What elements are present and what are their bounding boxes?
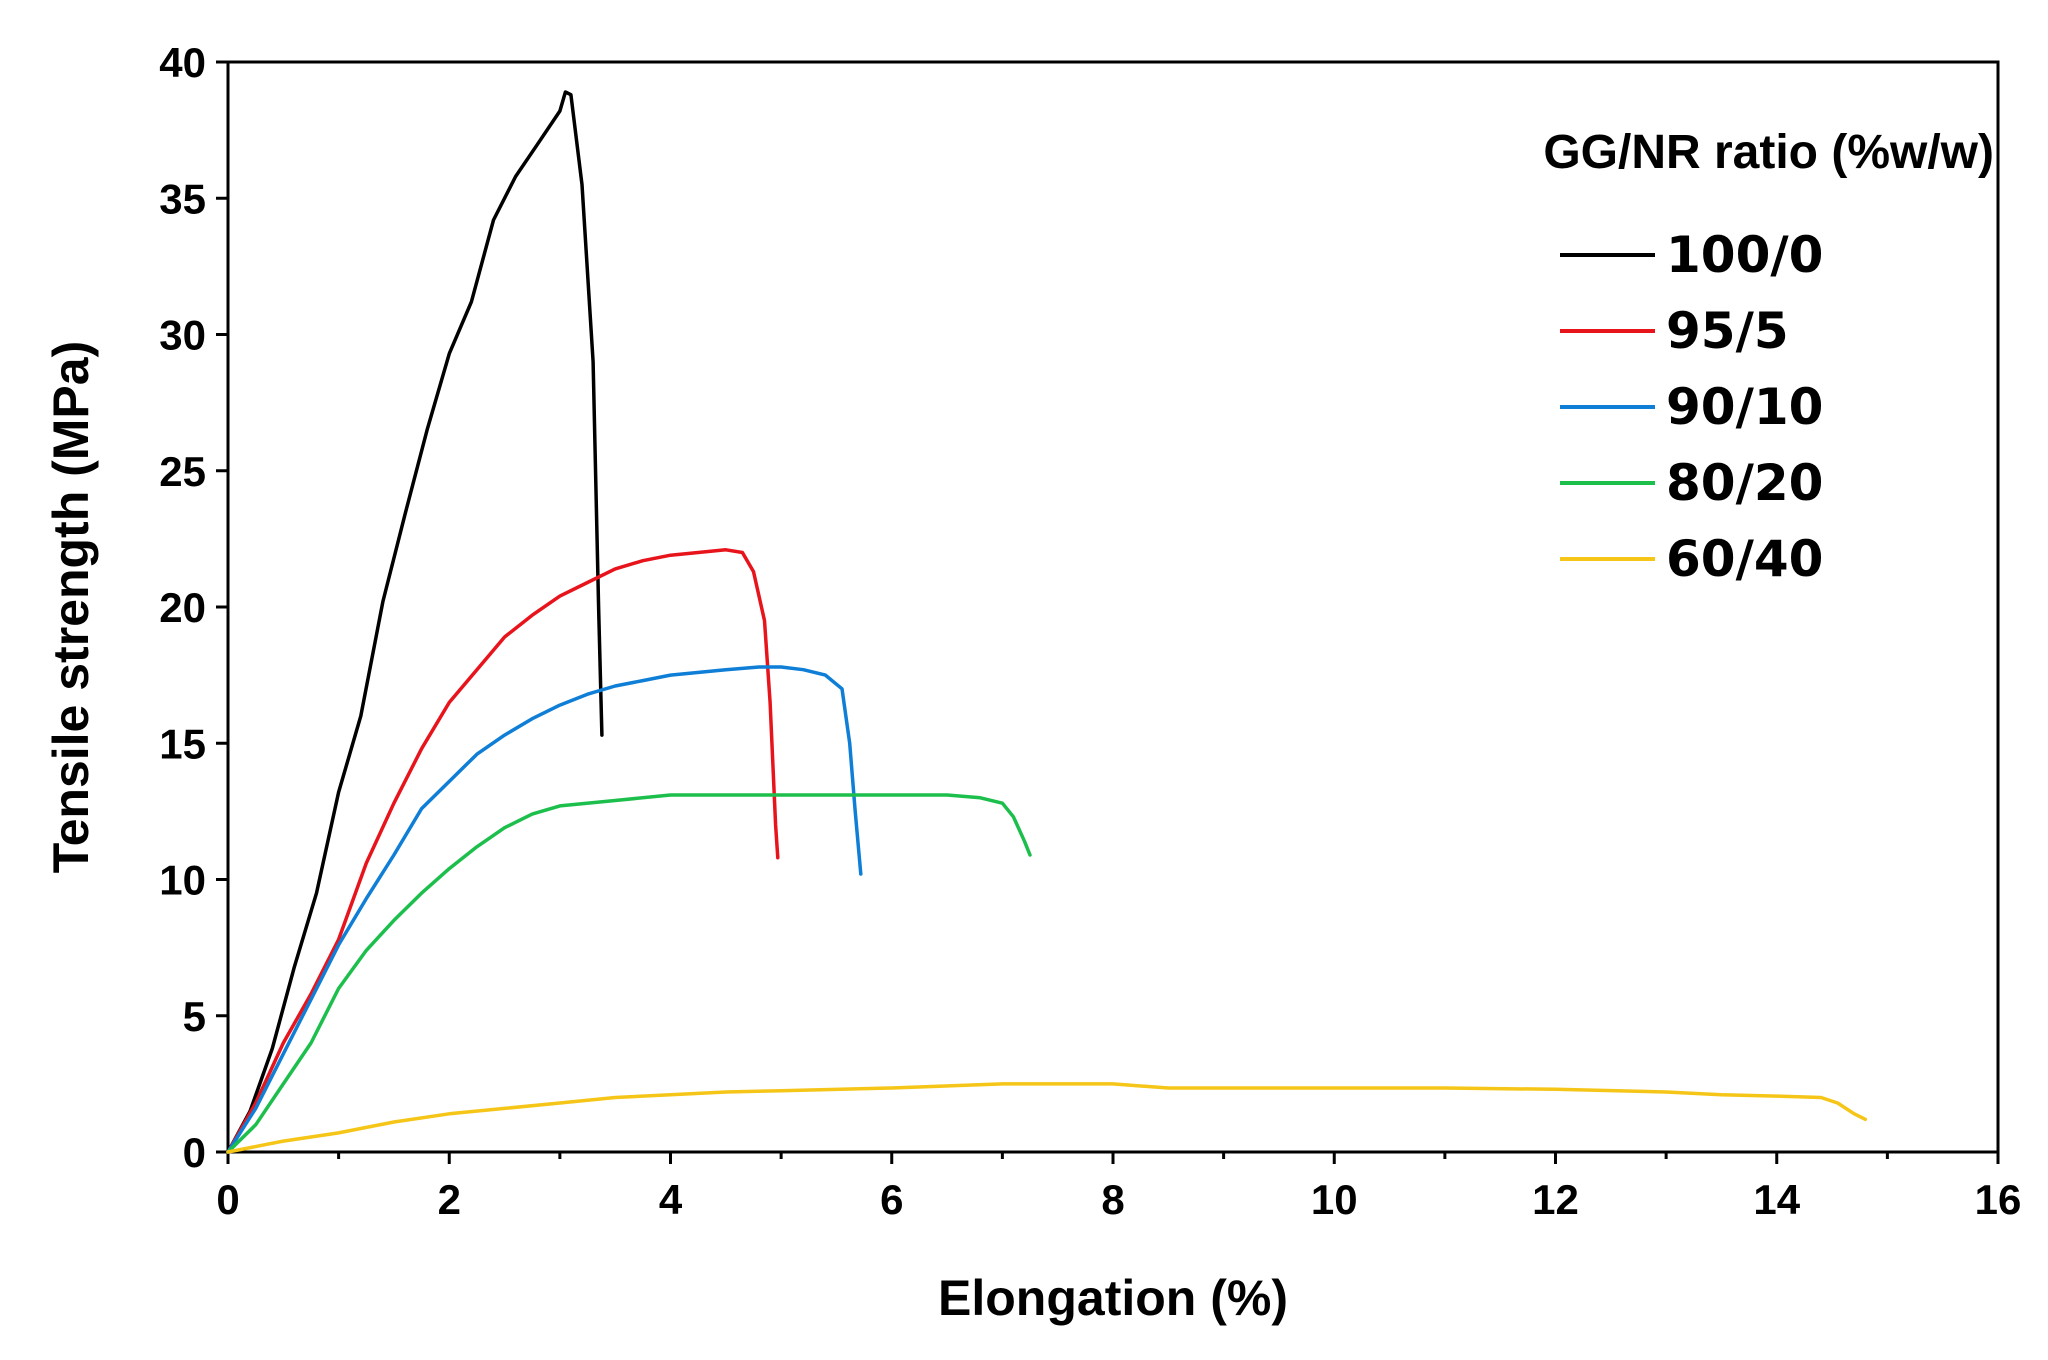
y-tick-label: 5 <box>183 993 206 1040</box>
legend-label-100-0: 100/0 <box>1666 226 1823 284</box>
series-group <box>226 90 1868 1154</box>
x-axis-title: Elongation (%) <box>938 1270 1288 1326</box>
series-line-90-10 <box>226 665 863 1154</box>
x-tick-label: 16 <box>1975 1176 2022 1223</box>
legend-label-80-20: 80/20 <box>1666 454 1823 512</box>
y-tick-label: 20 <box>159 584 206 631</box>
y-tick-label: 30 <box>159 312 206 359</box>
y-tick-label: 25 <box>159 448 206 495</box>
y-tick-label: 10 <box>159 857 206 904</box>
series-line-100-0 <box>226 90 604 1154</box>
x-tick-label: 2 <box>438 1176 461 1223</box>
x-tick-label: 0 <box>216 1176 239 1223</box>
legend-items: 100/0 95/5 90/10 80/20 60/40 <box>1560 226 1823 588</box>
y-tick-label: 40 <box>159 39 206 86</box>
series-line-95-5 <box>226 548 780 1154</box>
x-tick-label: 12 <box>1532 1176 1579 1223</box>
x-axis: 0 2 4 6 8 10 12 14 16 <box>216 1150 2022 1223</box>
legend-label-60-40: 60/40 <box>1666 530 1823 588</box>
x-tick-label: 10 <box>1311 1176 1358 1223</box>
x-tick-label: 4 <box>659 1176 683 1223</box>
y-axis: 0 5 10 15 20 25 30 35 40 <box>159 39 230 1176</box>
legend: GG/NR ratio (%w/w) 100/0 95/5 90/10 80/20 60… <box>1543 126 1994 588</box>
series-line-80-20 <box>226 793 1032 1154</box>
y-axis-title: Tensile strength (MPa) <box>43 341 99 873</box>
y-tick-label: 0 <box>183 1129 206 1176</box>
x-tick-label: 14 <box>1753 1176 1800 1223</box>
legend-title: GG/NR ratio (%w/w) <box>1543 126 1994 179</box>
y-tick-label: 35 <box>159 175 206 222</box>
legend-label-95-5: 95/5 <box>1666 302 1789 360</box>
legend-label-90-10: 90/10 <box>1666 378 1823 436</box>
x-tick-label: 8 <box>1101 1176 1124 1223</box>
x-tick-label: 6 <box>880 1176 903 1223</box>
y-tick-label: 15 <box>159 720 206 767</box>
series-line-60-40 <box>226 1082 1868 1154</box>
